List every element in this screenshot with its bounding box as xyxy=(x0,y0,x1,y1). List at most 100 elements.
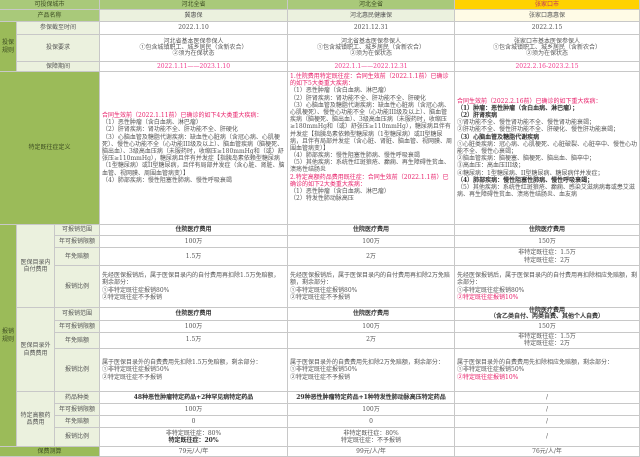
text-line: 住院医疗费用 xyxy=(352,309,389,317)
text-line: 属于医保目录外的自费费用先扣除相应免赔额，剩余部分： xyxy=(457,359,614,367)
requirement-1: 河北省基本医保参保人 ①包含城镇职工、城乡居民（含新农合） ②须为在保状态 xyxy=(100,35,288,62)
text-line: （3）心脑血管及糖脂代谢疾病 xyxy=(457,133,540,141)
in-ratio-1: 先经医保报销后，属于医保目录内的自付费用再扣除1.5万免赔额，剩余部分： ①非特定… xyxy=(100,266,288,308)
premium-label: 保费测算 xyxy=(0,447,100,457)
scope-label: 可报销范围 xyxy=(55,225,100,236)
in-ratio-2: 先经医保报销后，属于医保目录内的自付费用再扣除2万免赔额，剩余部分： ①非特定既往… xyxy=(288,266,455,308)
out-scope-2: 住院医疗费用 xyxy=(288,308,455,321)
text-line: ①非特定既往症报销80% xyxy=(102,286,170,294)
ratio-label: 报销比例 xyxy=(55,349,100,392)
text-line: 住院医疗费用 xyxy=(528,306,565,314)
text-line: 先经医保报销后，属于医保目录内的自付费用再扣除相应免赔额，剩余部分： xyxy=(457,272,638,287)
period-label: 保障期间 xyxy=(17,62,100,72)
text-line: ②特定既往症不予报销 xyxy=(290,373,351,381)
in-limit-1: 100万 xyxy=(100,236,288,248)
text-line: ②须为在保状态 xyxy=(349,50,392,58)
drug-types-1: 48种恶性肿瘤特定药品+2种罕见病特定药品 xyxy=(100,392,288,404)
text-line: ①包含城镇职工、城乡居民（含新农合） xyxy=(139,43,248,51)
text-line: 特定既往症：2万 xyxy=(524,256,570,264)
text-line: 2万 xyxy=(366,252,376,260)
in-scope-2: 住院医疗费用 xyxy=(288,225,455,236)
premium-3: 76元/人/年 xyxy=(455,447,640,457)
text-line: ①非特定既往症报销50% xyxy=(290,366,358,374)
text-line: （1）恶性肿瘤（含白血病、淋巴瘤） xyxy=(290,87,390,95)
preexisting-label: 特定既往症定义 xyxy=(0,72,100,225)
text-line: ②须为在保状态 xyxy=(525,50,568,58)
text-line: 先经医保报销后，属于医保目录内的自付费用再扣除1.5万免赔额，剩余部分： xyxy=(102,272,280,287)
drug-deductible-2: 0 xyxy=(288,416,455,428)
text-line: ②特定既往症不予报销 xyxy=(102,293,163,301)
text-line: ②须为在保状态 xyxy=(172,50,215,58)
drug-ratio-2: 非特定既往症：80% 特定既往症：不予报销 xyxy=(288,428,455,447)
deadline-label: 参保截至时间 xyxy=(17,22,100,35)
out-deductible-1: 1.5万 xyxy=(100,333,288,349)
text-line: （2）肝肾疾病：肾功能不全、肝功能不全、肝硬化 xyxy=(102,126,238,134)
text-line: 非特定既往症：1.5万 xyxy=(518,249,576,257)
scope-label: 可报销范围 xyxy=(55,308,100,321)
text-line: （1）恶性肿瘤（含白血病、淋巴瘤） xyxy=(102,119,202,127)
text-line: （3）心脑血管及糖脂代谢疾病：缺血性心脏病（含冠心病、心肌梗死）、慢性心功能不全… xyxy=(290,101,453,152)
text-line: 2.特定高额药品费用既往症：合同生效前（2022.1.1前）已确诊的如下2大类重… xyxy=(290,173,449,188)
product-label: 产品名称 xyxy=(0,10,100,22)
text-line: 1.5万 xyxy=(185,336,202,344)
product-1: 冀惠保 xyxy=(100,10,288,22)
text-line: （1）肿瘤：恶性肿瘤（含白血病、淋巴瘤）； xyxy=(457,104,579,112)
text-line: ②特定既往症不予报销 xyxy=(290,293,351,301)
city-1: 河北全省 xyxy=(100,0,288,10)
text-line: 河北省基本医保参保人 xyxy=(163,37,224,45)
product-2: 河北惠民健康保 xyxy=(288,10,455,22)
rules-group-label: 投保规则 xyxy=(0,22,17,72)
text-line: ②特定既往症报销10% xyxy=(457,373,519,381)
drug-limit-3: / xyxy=(455,404,640,416)
premium-2: 99元/人/年 xyxy=(288,447,455,457)
ratio-label: 报销比例 xyxy=(55,428,100,447)
text-line: ①非特定既往症报销80% xyxy=(290,286,358,294)
out-catalog-label: 医保目录外自费费用 xyxy=(17,308,55,392)
deadline-2: 2021.12.31 xyxy=(288,22,455,35)
preexisting-1: 合同生效前（2022.1.11前）已确诊的如下4大类重大疾病： （1）恶性肿瘤（含… xyxy=(100,72,288,225)
requirement-2: 河北省基本医保参保人 ①包含城镇职工、城乡居民（含新农合） ②须为在保状态 xyxy=(288,35,455,62)
text-line: （4）肺部疾病：慢性阻塞性肺病、慢性呼吸衰竭 xyxy=(102,176,232,184)
period-1: 2022.1.11——2023.1.10 xyxy=(100,62,288,72)
text-line: 住院医疗费用 xyxy=(175,309,212,317)
in-scope-3: 住院医疗费用 xyxy=(455,225,640,236)
drug-limit-1: 100万 xyxy=(100,404,288,416)
text-line: （1）恶性肿瘤（含白血病、淋巴瘤） xyxy=(290,188,390,195)
text-line: ②特定既往症报销10% xyxy=(457,293,519,301)
out-deductible-3: 非特定既往症：1.5万 特定既往症：2万 xyxy=(455,333,640,349)
deadline-1: 2022.1.10 xyxy=(100,22,288,35)
text-line: ③高血压：高血压III级； xyxy=(457,162,525,170)
in-scope-1: 住院医疗费用 xyxy=(100,225,288,236)
text-line: （5）其他疾病：系统性红斑狼疮、癫痫、再生障碍性贫血、溃疡性结肠炎 xyxy=(290,159,450,174)
deductible-label: 年免赔额 xyxy=(55,416,100,428)
deductible-label: 年免赔额 xyxy=(55,333,100,349)
text-line: （2）特发性肺动脉高压 xyxy=(290,195,354,203)
in-catalog-label: 医保目录内自付费用 xyxy=(17,225,55,308)
text-line: 非特定既往症：80% xyxy=(165,429,222,437)
out-limit-2: 100万 xyxy=(288,321,455,333)
text-line: 合同生效前（2022.2.16前）已确诊的如下重大疾病： xyxy=(457,97,602,105)
in-deductible-3: 非特定既往症：1.5万 特定既往症：2万 xyxy=(455,248,640,266)
drug-types-2: 29种恶性肿瘤特定药品+1种特发性肺动脉高压特定药品 xyxy=(288,392,455,404)
out-limit-1: 100万 xyxy=(100,321,288,333)
text-line: 1.5万 xyxy=(185,252,202,260)
in-deductible-2: 2万 xyxy=(288,248,455,266)
text-line: （2）肝肾疾病：肾功能不全、肝功能不全、肝硬化 xyxy=(290,94,426,102)
period-3: 2022.2.16-2023.2.15 xyxy=(455,62,640,72)
claims-group-label: 报销规则 xyxy=(0,225,17,447)
period-2: 2022.1.1——2022.12.31 xyxy=(288,62,455,72)
in-ratio-3: 先经医保报销后，属于医保目录内的自付费用再扣除相应免赔额，剩余部分： ①非特定既往… xyxy=(455,266,640,308)
city-label: 可投保城市 xyxy=(0,0,100,10)
text-line: （2）肝肾疾病 xyxy=(457,112,498,120)
text-line: 先经医保报销后，属于医保目录内的自付费用再扣除2万免赔额，剩余部分： xyxy=(290,272,450,287)
drug-limit-2: 100万 xyxy=(288,404,455,416)
drug-deductible-3: / xyxy=(455,416,640,428)
limit-label: 年可报销限额 xyxy=(55,236,100,248)
text-line: 属于医保目录外的自费费用先扣除1.5万免赔额，剩余部分： xyxy=(102,359,262,367)
text-line: ①非特定既往症报销80% xyxy=(457,286,525,294)
text-line: 合同生效前（2022.1.11前）已确诊的如下4大类重大疾病： xyxy=(102,112,263,120)
text-line: ④糖尿病：1型糖尿病、II型糖尿病、糖尿病伴并发症； xyxy=(457,169,604,177)
out-limit-3: 150万 xyxy=(455,321,640,333)
text-line: （5）其他疾病：系统性红斑狼疮、癫痫、感染艾滋病病毒或患艾滋病、再生障碍性贫血、… xyxy=(457,183,635,199)
